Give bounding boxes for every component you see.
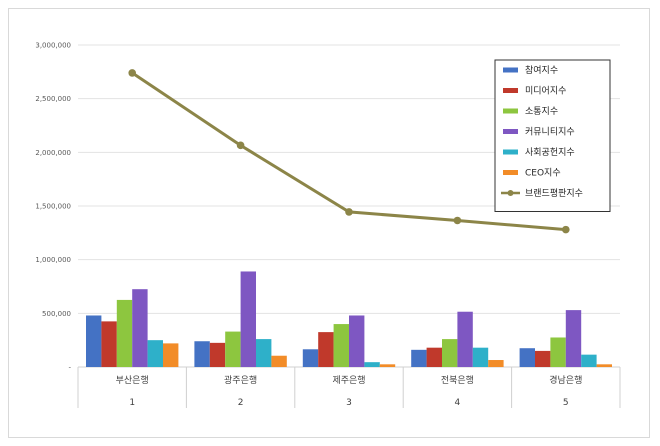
x-index-label: 1	[129, 398, 135, 408]
y-tick-label: 500,000	[42, 310, 71, 318]
bar	[318, 332, 334, 367]
bar	[194, 341, 210, 367]
bar	[550, 337, 566, 367]
line-point	[453, 216, 462, 225]
bar	[442, 339, 458, 367]
line-point	[128, 69, 136, 77]
bar	[565, 310, 582, 367]
x-tick-label: 제주은행	[332, 374, 365, 386]
bar	[333, 324, 349, 367]
x-index-label: 2	[238, 398, 244, 408]
bar	[581, 354, 597, 367]
legend-label: 참여지수	[525, 64, 558, 76]
y-tick-label: 3,000,000	[35, 42, 71, 50]
line-point	[236, 141, 245, 150]
bar	[256, 339, 272, 367]
legend-label: 미디어지수	[525, 86, 566, 97]
bar	[302, 349, 319, 367]
bar	[411, 349, 427, 367]
y-tick-label: -	[68, 364, 71, 372]
legend-label: 소통지수	[525, 106, 558, 117]
y-tick-label: 2,000,000	[35, 149, 71, 157]
x-tick-label: 전북은행	[441, 374, 474, 386]
x-tick-label: 부산은행	[116, 374, 149, 386]
x-index-label: 3	[346, 398, 352, 408]
legend-label: CEO지수	[525, 168, 561, 179]
legend-swatch	[503, 67, 518, 73]
bar	[101, 321, 117, 367]
line-point	[345, 208, 353, 216]
x-tick-label: 광주은행	[224, 374, 257, 386]
bar	[364, 362, 380, 367]
bar	[472, 347, 489, 367]
bar	[147, 340, 163, 367]
bar	[535, 350, 551, 367]
legend-label: 브랜드평판지수	[525, 188, 583, 199]
bar	[132, 289, 148, 367]
legend-swatch	[503, 88, 518, 93]
bar	[457, 311, 473, 367]
bar	[519, 348, 535, 367]
legend-label: 커뮤니티지수	[525, 127, 575, 138]
x-tick-label: 경남은행	[549, 374, 582, 386]
x-index-label: 5	[563, 398, 569, 408]
bar	[240, 271, 256, 367]
legend-swatch	[503, 149, 518, 155]
legend-label: 사회공헌지수	[525, 147, 575, 158]
bar	[379, 364, 396, 367]
bar	[116, 299, 133, 367]
legend-swatch	[503, 170, 518, 175]
bar	[488, 360, 504, 367]
bar	[163, 343, 179, 367]
legend-swatch	[503, 129, 518, 134]
legend-box	[494, 59, 611, 212]
bar	[271, 355, 287, 367]
bar	[225, 331, 241, 367]
bar	[349, 315, 365, 367]
bar	[596, 364, 612, 367]
x-index-label: 4	[455, 398, 461, 408]
y-tick-label: 1,500,000	[35, 203, 71, 211]
line-point	[562, 225, 570, 234]
legend-marker	[507, 190, 514, 196]
y-tick-label: 2,500,000	[35, 95, 71, 103]
bar	[86, 315, 102, 367]
bar	[426, 347, 442, 367]
y-tick-label: 1,000,000	[35, 256, 71, 264]
legend-swatch	[503, 108, 518, 114]
bar	[209, 342, 226, 367]
